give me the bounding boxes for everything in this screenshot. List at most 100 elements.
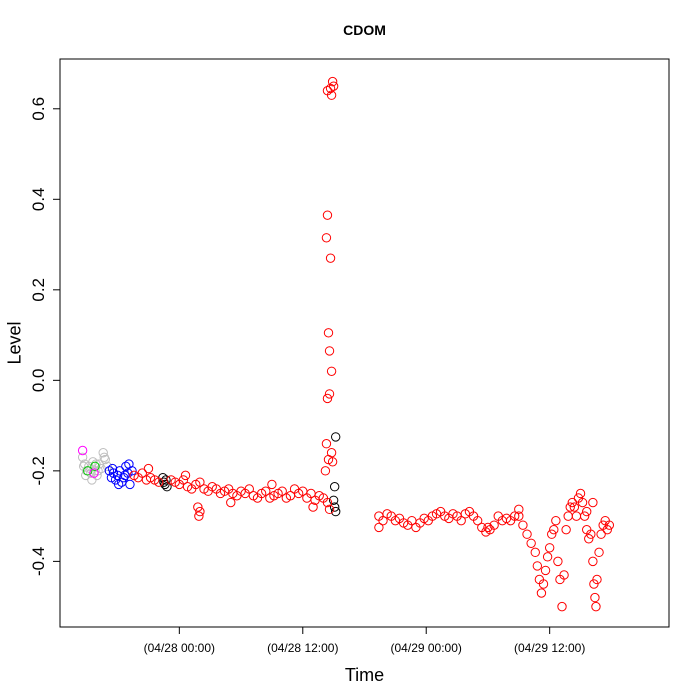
data-point (540, 565, 551, 576)
data-point (137, 468, 147, 478)
x-tick-label: (04/28 00:00) (144, 641, 215, 655)
data-point (559, 570, 569, 580)
x-tick-label: (04/29 00:00) (391, 641, 462, 655)
data-point (456, 515, 466, 526)
data-point (120, 470, 130, 481)
y-axis: -0.4 -0.2 0.0 0.2 0.4 0.6 (29, 97, 60, 576)
data-point (124, 459, 134, 469)
data-point (89, 468, 99, 478)
plot-area-frame (59, 58, 670, 628)
data-point (514, 504, 524, 515)
y-tick-label: -0.2 (29, 456, 48, 485)
data-point (514, 511, 524, 521)
x-axis-label: Time (345, 665, 384, 685)
data-point (530, 547, 540, 558)
data-point (226, 497, 236, 508)
y-tick-label: -0.4 (29, 547, 48, 576)
data-point (326, 448, 337, 458)
data-point (112, 470, 123, 481)
data-point (87, 475, 97, 485)
data-point (563, 511, 573, 521)
data-point (178, 475, 189, 485)
data-point (592, 574, 602, 585)
data-point (588, 497, 598, 508)
data-point (100, 454, 110, 465)
data-point (544, 543, 555, 553)
chart-title: CDOM (343, 22, 386, 38)
data-point (261, 486, 271, 496)
x-tick-label: (04/28 12:00) (267, 641, 338, 655)
x-tick-label: (04/29 12:00) (514, 641, 585, 655)
data-point (577, 497, 588, 508)
data-points (77, 76, 615, 612)
data-point (320, 466, 331, 476)
data-point (308, 502, 318, 512)
data-point (107, 463, 118, 474)
data-point (329, 481, 340, 492)
data-point (91, 459, 101, 469)
data-point (113, 479, 124, 490)
y-tick-label: 0.0 (29, 369, 48, 393)
data-point (330, 506, 341, 517)
data-point (569, 502, 580, 512)
data-point (321, 439, 332, 449)
y-tick-label: 0.4 (29, 187, 48, 211)
data-point (277, 486, 287, 496)
data-point (321, 233, 332, 243)
data-point (88, 457, 98, 467)
data-point (557, 601, 567, 612)
data-point (509, 511, 520, 521)
data-point (322, 210, 333, 220)
data-point (596, 529, 606, 539)
data-point (567, 497, 578, 508)
data-point (267, 479, 277, 490)
data-point (602, 524, 612, 535)
data-point (579, 511, 590, 521)
data-point (162, 481, 172, 492)
data-point (538, 579, 549, 589)
data-point (522, 529, 532, 539)
data-point (143, 463, 154, 474)
data-point (561, 524, 571, 535)
y-tick-label: 0.6 (29, 97, 48, 121)
data-point (90, 466, 100, 476)
data-point (180, 470, 191, 481)
y-axis-label: Level (4, 321, 24, 364)
data-point (549, 524, 559, 535)
data-point (575, 488, 586, 499)
data-point (324, 504, 335, 515)
data-point (322, 85, 333, 96)
data-point (325, 83, 336, 94)
data-point (77, 445, 88, 456)
data-point (542, 552, 553, 562)
data-point (193, 502, 203, 512)
data-point (121, 461, 131, 472)
data-point (588, 556, 598, 567)
x-axis: (04/28 00:00) (04/28 12:00) (04/29 00:00) (… (144, 627, 585, 655)
data-point (584, 534, 594, 544)
data-point (586, 529, 596, 539)
data-point (326, 366, 337, 376)
data-point (565, 502, 575, 512)
data-point (102, 461, 113, 472)
data-point (328, 81, 339, 91)
data-point (83, 466, 93, 476)
data-point (604, 520, 615, 530)
data-point (472, 515, 483, 526)
data-point (328, 495, 339, 505)
data-point (378, 515, 388, 526)
data-point (536, 588, 547, 598)
data-point (327, 76, 338, 87)
data-point (553, 556, 563, 567)
data-point (244, 484, 254, 494)
data-point (90, 461, 100, 472)
data-point (195, 477, 205, 487)
data-point (98, 448, 108, 458)
data-point (526, 538, 536, 548)
data-point (582, 506, 592, 517)
data-point (324, 389, 335, 399)
data-point (161, 475, 171, 485)
data-point (329, 502, 340, 512)
data-point (571, 511, 582, 521)
